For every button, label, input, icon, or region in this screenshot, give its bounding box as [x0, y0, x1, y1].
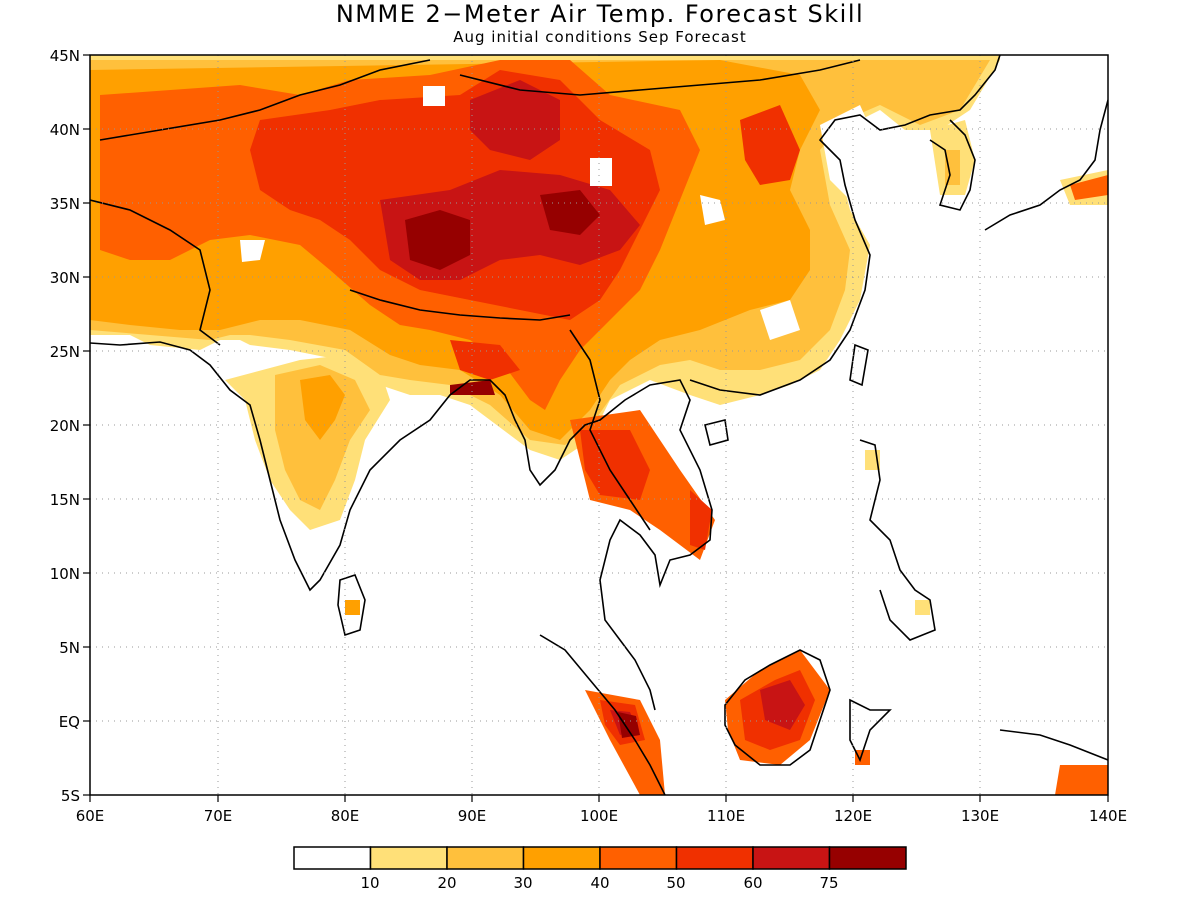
- map-subtitle: Aug initial conditions Sep Forecast: [453, 28, 747, 46]
- skill-gap-1: [423, 86, 445, 106]
- skill-region-level7-west: [450, 380, 495, 395]
- skill-region-level3-india: [300, 375, 345, 440]
- colorbar-label: 60: [743, 874, 762, 892]
- lat-tick-label: EQ: [59, 713, 80, 731]
- coast-korea: [929, 119, 976, 211]
- skill-gap-5: [240, 240, 265, 262]
- colorbar-label: 30: [513, 874, 532, 892]
- skill-region-level5-vietnam: [690, 490, 712, 550]
- colorbar-label: 20: [437, 874, 456, 892]
- lat-tick-label: 5N: [59, 639, 80, 657]
- lon-tick-label: 110E: [707, 807, 745, 825]
- skill-gap-2: [590, 158, 612, 186]
- coast-newguinea: [999, 729, 1108, 761]
- colorbar-swatch: [675, 846, 754, 870]
- lat-tick-labels: 45N 40N 35N 30N 25N 20N 15N 10N 5N EQ 5S: [50, 47, 80, 805]
- skill-region-level4-celebes: [855, 750, 870, 765]
- skill-region-level6-northwest: [470, 80, 560, 160]
- border-central-asia: [99, 59, 431, 141]
- lon-tick-label: 100E: [580, 807, 618, 825]
- colorbar-label: 10: [360, 874, 379, 892]
- lon-tick-label: 120E: [834, 807, 872, 825]
- coast-taiwan: [849, 343, 869, 387]
- coast-sumatra: [539, 634, 666, 795]
- lon-tick-label: 70E: [204, 807, 233, 825]
- colorbar-swatch: [369, 846, 448, 870]
- lat-tick-label: 10N: [50, 565, 80, 583]
- skill-region-level7-qinghai: [540, 190, 600, 235]
- coast-philippines: [859, 439, 936, 641]
- lat-tick-label: 15N: [50, 491, 80, 509]
- colorbar-swatch: [752, 846, 831, 870]
- lon-tick-label: 140E: [1089, 807, 1127, 825]
- lat-tick-label: 5S: [61, 787, 80, 805]
- lat-tick-label: 40N: [50, 121, 80, 139]
- skill-region-level5-east-china: [740, 105, 800, 185]
- border-indochina: [569, 329, 651, 531]
- coast-china: [689, 55, 1001, 396]
- lon-tick-label: 130E: [961, 807, 999, 825]
- skill-region-level4-newguinea: [1055, 765, 1108, 795]
- colorbar-label: 75: [819, 874, 838, 892]
- skill-region-level3-srilanka: [345, 600, 360, 615]
- skill-region-level7-tibet: [405, 210, 470, 270]
- colorbar-swatch: [828, 846, 907, 870]
- skill-region-level5-thailand: [580, 430, 650, 500]
- colorbar-swatch: [293, 846, 372, 870]
- lat-tick-label: 35N: [50, 195, 80, 213]
- lon-tick-label: 90E: [458, 807, 487, 825]
- coast-srilanka: [337, 574, 366, 637]
- lat-tick-label: 45N: [50, 47, 80, 65]
- skill-gap-6: [760, 300, 800, 340]
- colorbar-swatch: [522, 846, 601, 870]
- colorbar-swatch: [599, 846, 678, 870]
- lat-tick-label: 30N: [50, 269, 80, 287]
- skill-shading: [90, 55, 1108, 795]
- skill-gap-4: [700, 195, 725, 225]
- colorbar-label: 50: [666, 874, 685, 892]
- border-iran: [90, 199, 221, 346]
- lat-tick-label: 25N: [50, 343, 80, 361]
- skill-region-level7-sumatra: [618, 712, 640, 738]
- lon-tick-label: 60E: [76, 807, 105, 825]
- coast-japan: [984, 99, 1108, 231]
- skill-region-level4-japan: [1070, 175, 1108, 200]
- colorbar-swatch: [446, 846, 525, 870]
- coast-hainan: [704, 419, 729, 446]
- border-himalaya: [349, 289, 571, 321]
- colorbar: [293, 846, 907, 870]
- lon-tick-label: 80E: [331, 807, 360, 825]
- coast-celebes: [849, 698, 892, 763]
- lon-tick-labels: 60E 70E 80E 90E 100E 110E 120E 130E 140E: [76, 807, 1127, 825]
- lat-tick-label: 20N: [50, 417, 80, 435]
- map-title: NMME 2−Meter Air Temp. Forecast Skill: [335, 0, 865, 28]
- skill-region-level6-borneo: [760, 680, 805, 730]
- skill-region-level5-bay: [450, 340, 520, 380]
- border-mongolia: [459, 59, 861, 96]
- colorbar-labels: 10 20 30 40 50 60 75: [360, 874, 838, 892]
- colorbar-label: 40: [590, 874, 609, 892]
- skill-region-level2-korea: [945, 150, 960, 185]
- coast-india: [90, 341, 713, 711]
- skill-region-level2-india: [275, 365, 370, 510]
- coast-borneo: [724, 649, 831, 766]
- skill-region-mindanao: [915, 600, 930, 615]
- axis-ticks: [83, 54, 1109, 802]
- coastlines: [90, 55, 1108, 795]
